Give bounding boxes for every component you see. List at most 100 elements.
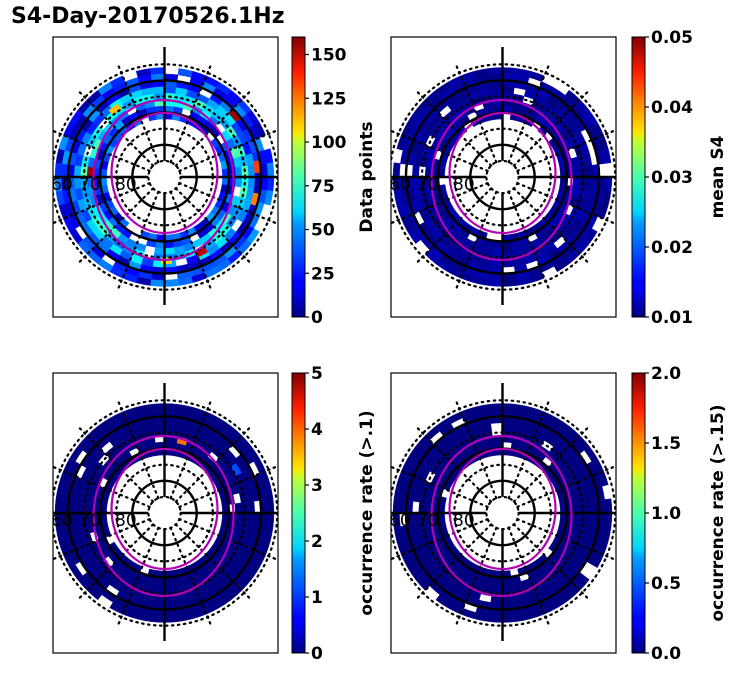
heatmap-cell — [487, 403, 503, 412]
axes-frame — [52, 36, 279, 318]
heatmap-cell — [247, 512, 255, 525]
heatmap-cell — [177, 68, 194, 78]
heatmap-cell — [572, 176, 580, 188]
dotted-radial-line — [512, 523, 591, 601]
colorbar-tick-label: 150 — [311, 46, 347, 66]
heatmap-cell — [149, 403, 165, 412]
heatmap-cell — [490, 86, 503, 95]
heatmap-cell — [572, 502, 580, 514]
heatmap-cell — [487, 67, 503, 76]
heatmap-cell — [585, 501, 593, 514]
polar-panel-1: 60 70 80 — [52, 36, 279, 318]
dotted-radial-line — [169, 62, 213, 164]
colorbar-tick-label: 50 — [311, 221, 335, 241]
plot-area: 60 70 80 — [391, 383, 616, 641]
dotted-radial-line — [178, 518, 278, 561]
heatmap-cell — [487, 614, 503, 623]
polar-panel-2: 60 70 80 — [390, 36, 617, 318]
colorbar-tick-label: 0.04 — [651, 98, 693, 118]
latitude-label: 70 — [79, 175, 101, 195]
colorbar-gradient — [291, 372, 306, 654]
heatmap-cell — [154, 583, 165, 591]
dotted-radial-line — [512, 187, 591, 265]
colorbar-label: occurrence rate (>.15) — [708, 404, 728, 621]
polar-panel-3: 60 70 80 — [51, 372, 279, 654]
heatmap-cell — [460, 607, 477, 619]
colorbar-tick-label: 1.0 — [651, 504, 681, 524]
dotted-radial-line — [76, 425, 155, 503]
colorbar-tick-label: 125 — [311, 89, 347, 109]
latitude-label: 80 — [115, 175, 137, 195]
auroral-oval-inner — [448, 111, 557, 235]
dotted-radial-line — [53, 182, 151, 225]
heatmap-cell — [164, 422, 177, 431]
dotted-radial-line — [454, 526, 498, 628]
heatmap-cell — [234, 166, 242, 178]
dotted-radial-line — [507, 526, 551, 628]
colorbar-gradient — [291, 36, 306, 318]
heatmap-cell — [234, 502, 242, 514]
heatmap-cell-highlight — [108, 103, 122, 116]
heatmap-cell — [164, 583, 175, 591]
dotted-radial-line — [414, 187, 493, 265]
heatmap-cell — [585, 165, 593, 178]
colorbar-gradient — [631, 36, 646, 318]
auroral-oval-inner — [110, 111, 219, 235]
heatmap-cell — [152, 422, 165, 431]
dotted-radial-line — [454, 398, 498, 500]
heatmap-cell — [247, 165, 255, 178]
dotted-radial-line — [512, 425, 591, 503]
heatmap-cell — [149, 67, 165, 76]
heatmap-cell — [164, 247, 175, 255]
heatmap-cell — [164, 403, 180, 412]
figure-title: S4-Day-20170526.1Hz — [11, 4, 285, 29]
heatmap-cell — [502, 614, 518, 623]
heatmap-cell — [604, 498, 613, 514]
heatmap-cell-highlight — [228, 108, 242, 123]
dotted-radial-line — [174, 523, 253, 601]
heatmap-cell — [266, 162, 275, 178]
dotted-radial-line — [53, 129, 151, 172]
heatmap-cell — [266, 512, 275, 528]
colorbar-tick-label: 0.05 — [651, 28, 693, 48]
dotted-radial-line — [178, 182, 278, 225]
dotted-radial-line — [169, 526, 213, 628]
dotted-radial-line — [391, 465, 489, 508]
colorbar-tick-label: 5 — [311, 364, 323, 384]
colorbar-4: 0.0 0.5 1.0 1.5 2.0 occurrence rate (>.15) — [631, 364, 728, 664]
heatmap-cell — [585, 176, 593, 189]
dotted-radial-line — [516, 518, 616, 561]
colorbar-gradient — [631, 372, 646, 654]
heatmap-cell — [234, 512, 242, 524]
axes-frame — [52, 372, 279, 654]
latitude-label: 60 — [51, 511, 73, 531]
heatmap-cell — [502, 583, 513, 591]
dotted-radial-line — [454, 190, 498, 292]
dotted-radial-line — [53, 465, 151, 508]
heatmap-cell — [149, 278, 165, 287]
heatmap-cell-highlight — [195, 246, 208, 258]
heatmap-cell — [502, 595, 515, 604]
latitude-label: 70 — [79, 511, 101, 531]
colorbar-label: mean S4 — [708, 135, 728, 218]
dotted-radial-line — [454, 62, 498, 164]
dotted-radial-line — [507, 190, 551, 292]
heatmap-cell — [247, 176, 255, 189]
dotted-radial-line — [414, 425, 493, 503]
latitude-label: 80 — [453, 175, 475, 195]
dotted-radial-line — [116, 398, 160, 500]
plot-area: 60 70 80 — [51, 383, 278, 641]
axes-frame — [390, 372, 617, 654]
colorbar-tick-label: 0.02 — [651, 238, 693, 258]
plot-area: 60 70 80 — [391, 47, 616, 305]
polar-panel-4: 60 70 80 — [390, 372, 617, 654]
heatmap-cell — [528, 71, 545, 83]
heatmap-cell — [164, 614, 180, 623]
axes-frame — [390, 36, 617, 318]
heatmap-cell — [502, 247, 513, 255]
colorbar-tick-label: 1 — [311, 588, 323, 608]
dotted-radial-line — [174, 425, 253, 503]
colorbar-tick-label: 100 — [311, 133, 347, 153]
dotted-radial-line — [174, 89, 253, 167]
dotted-radial-line — [76, 89, 155, 167]
